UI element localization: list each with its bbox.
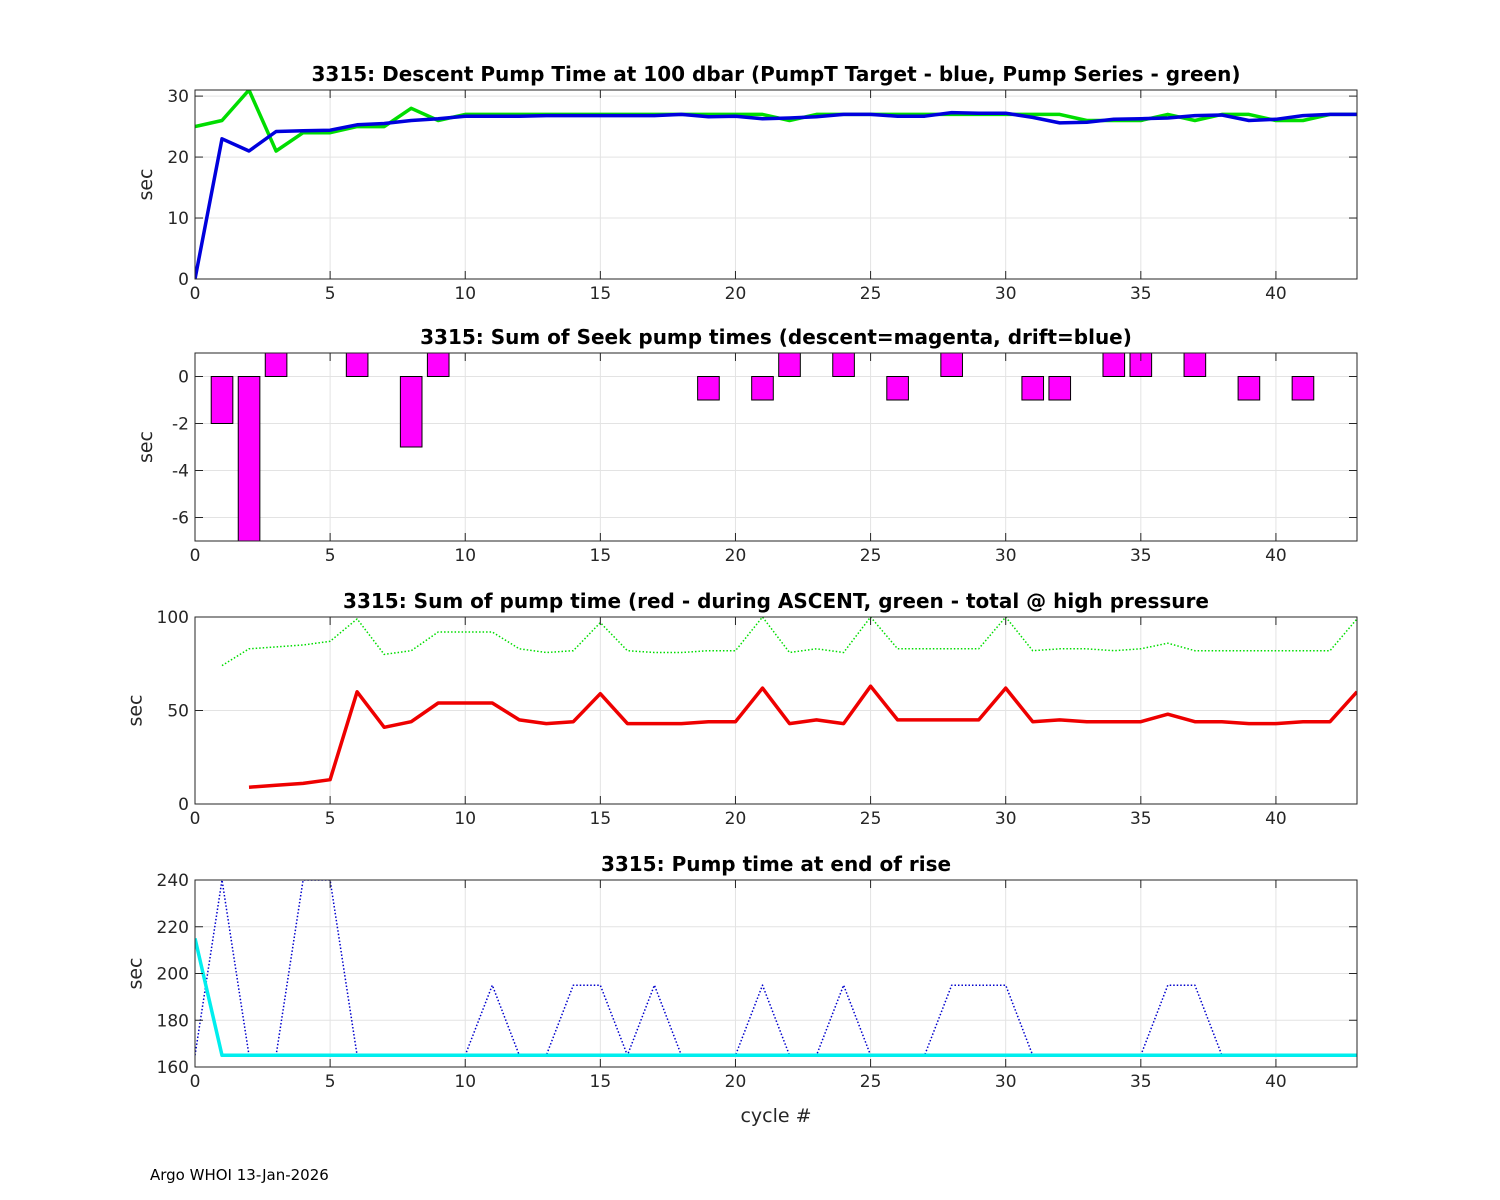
y-axis-label: sec	[135, 168, 157, 200]
x-tick-label: 30	[995, 284, 1017, 304]
x-tick-label: 5	[325, 809, 336, 829]
bar	[1102, 353, 1126, 377]
y-tick-label: 100	[157, 608, 189, 628]
y-tick-label: 20	[167, 148, 189, 168]
x-tick-label: 40	[1265, 809, 1287, 829]
x-tick-label: 20	[725, 809, 747, 829]
x-tick-label: 25	[860, 284, 882, 304]
bar	[832, 353, 855, 377]
bar	[751, 376, 774, 401]
chart-panel-1: 0 5 10 15 20 25 30 35 40 0 10 20 30 3315: Descent Pum…	[135, 62, 1358, 304]
x-tick-label: 10	[454, 1072, 476, 1092]
bar	[1291, 376, 1315, 401]
bar	[1021, 376, 1045, 401]
series-line-1	[221, 617, 1357, 667]
y-tick-label: -2	[172, 415, 189, 435]
x-tick-label: 10	[454, 546, 476, 566]
y-tick-label: 240	[157, 871, 189, 891]
x-tick-label: 15	[590, 546, 612, 566]
x-tick-label: 0	[190, 284, 201, 304]
x-tick-label: 40	[1265, 546, 1287, 566]
series-line-2	[195, 938, 1357, 1058]
x-tick-label: 25	[860, 546, 882, 566]
chart-panel-4: 0 5 10 15 20 25 30 35 40 160 180 200 220 240 3315: Pum…	[125, 852, 1358, 1127]
x-tick-label: 0	[190, 809, 201, 829]
x-tick-label: 20	[725, 546, 747, 566]
series-line-2	[248, 684, 1357, 789]
bar	[697, 376, 720, 401]
axes-box	[194, 89, 1358, 280]
bar	[237, 376, 261, 541]
y-tick-label: 10	[167, 209, 189, 229]
chart-panel-2: 0 5 10 15 20 25 30 35 40 -6 -4 -2 0 3315: Sum of Seek…	[135, 325, 1358, 566]
bar	[345, 353, 369, 377]
x-tick-label: 35	[1130, 809, 1152, 829]
x-tick-label: 0	[190, 546, 201, 566]
x-axis-label: cycle #	[740, 1105, 811, 1127]
y-tick-label: -6	[172, 509, 189, 529]
y-tick-label: 0	[178, 368, 189, 388]
y-tick-label: 200	[157, 965, 189, 985]
bar	[264, 353, 288, 377]
y-tick-label: 160	[157, 1058, 189, 1078]
y-tick-label: 220	[157, 918, 189, 938]
x-tick-label: 40	[1265, 284, 1287, 304]
y-tick-label: -4	[172, 462, 189, 482]
plot-area	[210, 353, 1315, 541]
x-tick-label: 0	[190, 1072, 201, 1092]
bar	[426, 353, 450, 377]
x-tick-label: 25	[860, 1072, 882, 1092]
bar	[1129, 353, 1153, 377]
x-tick-label: 30	[995, 546, 1017, 566]
y-axis-label: sec	[135, 431, 157, 463]
chart-panel-3: 0 5 10 15 20 25 30 35 40 0 50 100 3315: Sum of pump …	[125, 589, 1358, 829]
bar	[1183, 353, 1207, 377]
bar	[778, 353, 801, 377]
bar	[940, 353, 963, 377]
bar	[1237, 376, 1261, 401]
bar	[399, 376, 423, 448]
chart-title: 3315: Sum of Seek pump times (descent=ma…	[420, 325, 1132, 349]
bar	[886, 376, 909, 401]
y-axis-label: sec	[125, 694, 147, 726]
x-tick-label: 30	[995, 1072, 1017, 1092]
plot-area	[221, 617, 1357, 789]
x-tick-label: 10	[454, 284, 476, 304]
footer-text: Argo WHOI 13-Jan-2026	[150, 1166, 329, 1184]
chart-title: 3315: Sum of pump time (red - during ASC…	[343, 589, 1209, 613]
plot-area	[195, 90, 1357, 279]
series-line-2	[195, 110, 1357, 279]
x-tick-label: 5	[325, 1072, 336, 1092]
x-tick-label: 40	[1265, 1072, 1287, 1092]
x-tick-label: 25	[860, 809, 882, 829]
x-tick-label: 20	[725, 284, 747, 304]
bar	[1048, 376, 1072, 401]
x-tick-label: 35	[1130, 284, 1152, 304]
x-tick-label: 15	[590, 809, 612, 829]
y-tick-label: 180	[157, 1011, 189, 1031]
y-tick-label: 0	[178, 795, 189, 815]
x-tick-label: 10	[454, 809, 476, 829]
chart-title: 3315: Pump time at end of rise	[601, 852, 951, 876]
plot-area	[195, 880, 1357, 1058]
x-tick-label: 5	[325, 546, 336, 566]
bar	[210, 376, 234, 424]
x-tick-label: 20	[725, 1072, 747, 1092]
y-axis-label: sec	[125, 957, 147, 989]
chart-title: 3315: Descent Pump Time at 100 dbar (Pum…	[312, 62, 1241, 86]
axes-box	[194, 352, 1358, 542]
x-tick-label: 35	[1130, 1072, 1152, 1092]
y-tick-label: 50	[167, 702, 189, 722]
x-tick-label: 15	[590, 284, 612, 304]
x-tick-label: 30	[995, 809, 1017, 829]
x-tick-label: 5	[325, 284, 336, 304]
x-tick-label: 35	[1130, 546, 1152, 566]
x-tick-label: 15	[590, 1072, 612, 1092]
y-tick-label: 0	[178, 270, 189, 290]
y-tick-label: 30	[167, 87, 189, 107]
